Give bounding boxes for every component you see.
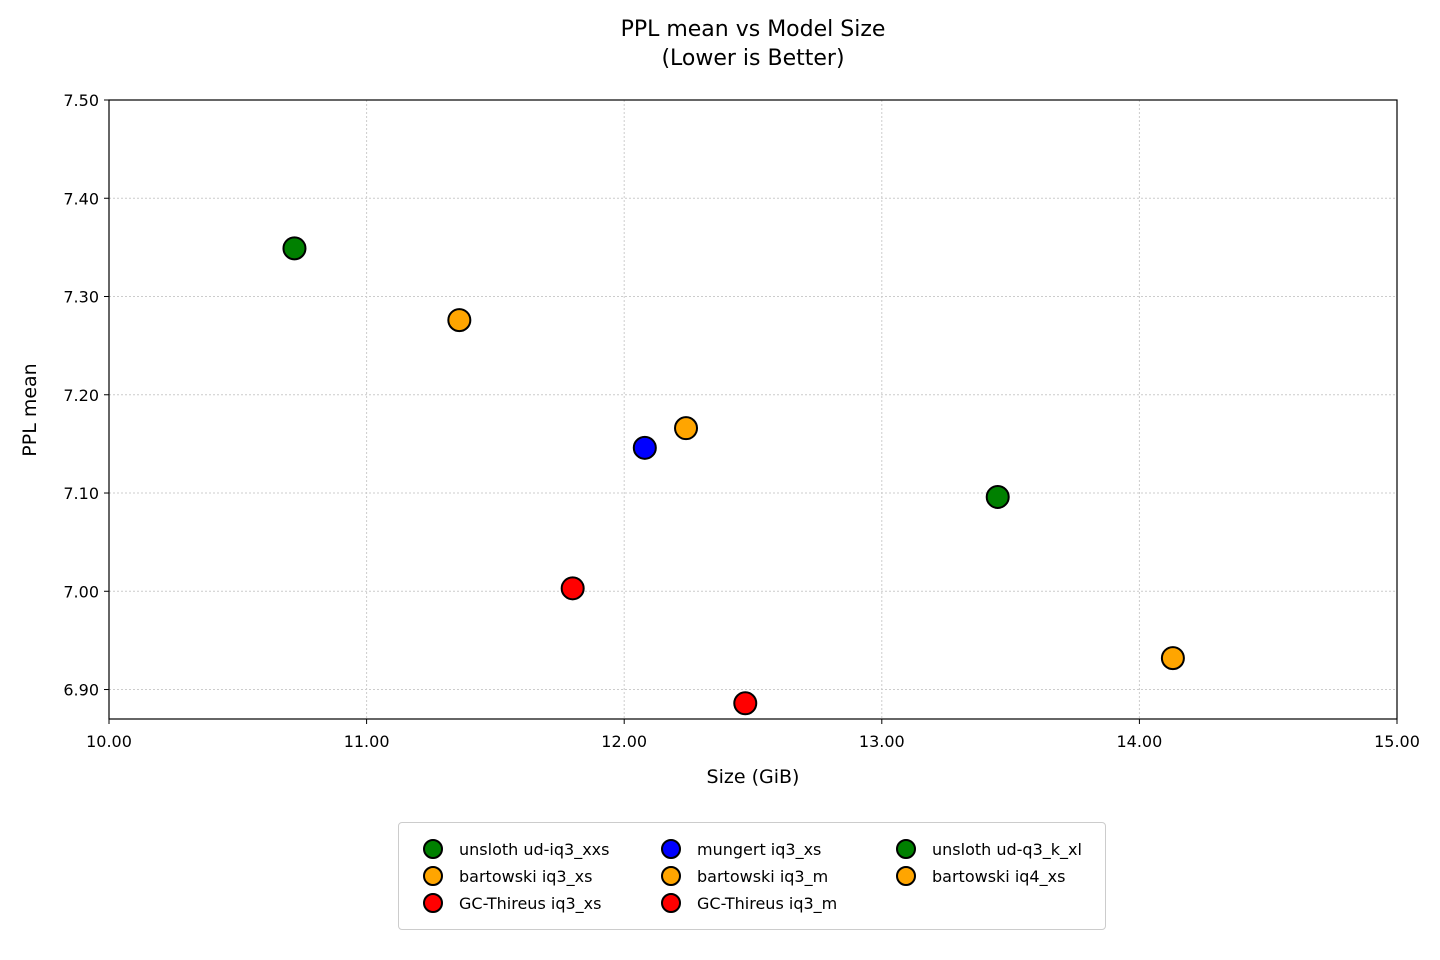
data-point xyxy=(1160,646,1185,671)
data-point xyxy=(560,576,585,601)
data-point xyxy=(733,691,758,716)
data-point xyxy=(632,435,657,460)
legend-label: bartowski iq3_xs xyxy=(459,866,593,886)
legend: unsloth ud-iq3_xxs bartowski iq3_xs GC-Thi… xyxy=(398,822,1106,930)
y-axis-label: PPL mean xyxy=(19,363,41,456)
legend-marker xyxy=(661,893,681,913)
legend-item: unsloth ud-iq3_xxs xyxy=(423,839,609,859)
y-tick-label: 7.20 xyxy=(63,386,99,405)
legend-label: bartowski iq3_m xyxy=(697,866,829,886)
legend-marker xyxy=(896,866,916,886)
x-axis-label: Size (GiB) xyxy=(707,766,800,788)
legend-marker xyxy=(423,893,443,913)
legend-item: GC-Thireus iq3_xs xyxy=(423,893,601,913)
legend-label: bartowski iq4_xs xyxy=(932,866,1066,886)
x-tick-label: 11.00 xyxy=(344,732,390,751)
legend-label: GC-Thireus iq3_xs xyxy=(459,893,602,913)
legend-item: bartowski iq3_xs xyxy=(423,866,592,886)
legend-item: unsloth ud-q3_k_xl xyxy=(896,839,1082,859)
legend-item: GC-Thireus iq3_m xyxy=(661,893,837,913)
data-point xyxy=(282,236,307,261)
y-tick-label: 6.90 xyxy=(63,681,99,700)
y-tick-label: 7.10 xyxy=(63,484,99,503)
legend-label: unsloth ud-q3_k_xl xyxy=(932,839,1082,859)
legend-item: mungert iq3_xs xyxy=(661,839,821,859)
legend-item: bartowski iq4_xs xyxy=(896,866,1065,886)
plot-frame xyxy=(108,99,1398,720)
data-point xyxy=(985,484,1010,509)
legend-marker xyxy=(661,839,681,859)
x-tick-label: 14.00 xyxy=(1116,732,1162,751)
legend-label: mungert iq3_xs xyxy=(697,839,822,859)
y-tick-label: 7.30 xyxy=(63,288,99,307)
y-tick-label: 7.50 xyxy=(63,91,99,110)
ticks: 10.00 11.00 12.00 13.00 14.00 15.00 6.90 7.00 7.… xyxy=(63,91,1420,751)
y-tick-label: 7.40 xyxy=(63,189,99,208)
grid xyxy=(108,99,1398,719)
data-points xyxy=(282,236,1185,716)
legend-item: bartowski iq3_m xyxy=(661,866,828,886)
legend-marker xyxy=(423,866,443,886)
x-tick-label: 13.00 xyxy=(859,732,905,751)
chart-title-line-2: (Lower is Better) xyxy=(661,46,844,71)
legend-label: GC-Thireus iq3_m xyxy=(697,893,838,913)
data-point xyxy=(447,308,472,333)
legend-marker xyxy=(896,839,916,859)
x-tick-label: 10.00 xyxy=(86,732,132,751)
legend-label: unsloth ud-iq3_xxs xyxy=(459,839,610,859)
x-tick-label: 12.00 xyxy=(601,732,647,751)
data-point xyxy=(674,416,699,441)
y-tick-label: 7.00 xyxy=(63,582,99,601)
chart-title-line-1: PPL mean vs Model Size xyxy=(621,17,886,42)
legend-marker xyxy=(661,866,681,886)
x-tick-label: 15.00 xyxy=(1374,732,1420,751)
legend-marker xyxy=(423,839,443,859)
